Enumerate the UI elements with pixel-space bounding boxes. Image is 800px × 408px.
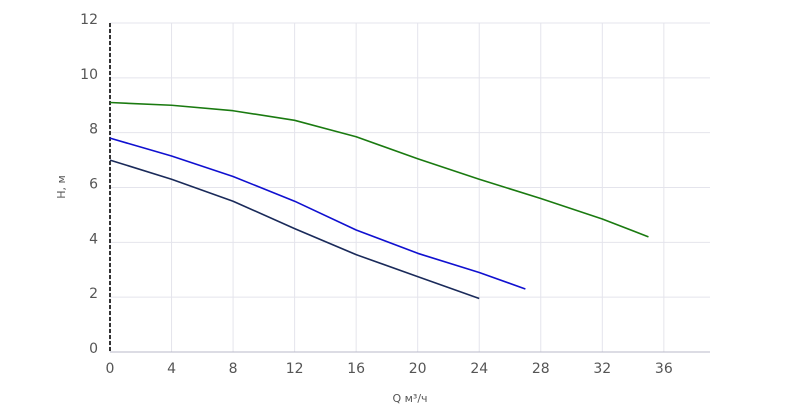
x-axis-label: Q м³/ч <box>392 392 427 405</box>
series-line <box>109 159 480 300</box>
x-tick-label: 8 <box>229 361 238 377</box>
y-axis-label: H, м <box>55 175 68 199</box>
x-tick-label: 0 <box>106 361 115 377</box>
x-tick-label: 28 <box>532 361 550 377</box>
y-tick-label: 12 <box>80 12 98 28</box>
x-tick-label: 36 <box>655 361 673 377</box>
series-line <box>109 101 649 238</box>
series-line <box>109 137 526 290</box>
x-tick-label: 32 <box>593 361 611 377</box>
x-tick-label: 4 <box>167 361 176 377</box>
y-tick-label: 4 <box>89 231 98 247</box>
x-tick-label: 16 <box>347 361 365 377</box>
y-tick-label: 10 <box>80 67 98 83</box>
y-tick-label: 2 <box>89 286 98 302</box>
y-tick-label: 8 <box>89 122 98 138</box>
x-tick-label: 20 <box>409 361 427 377</box>
x-tick-label: 24 <box>470 361 488 377</box>
y-tick-label: 6 <box>89 177 98 193</box>
x-tick-label: 12 <box>286 361 304 377</box>
y-tick-label: 0 <box>89 341 98 357</box>
